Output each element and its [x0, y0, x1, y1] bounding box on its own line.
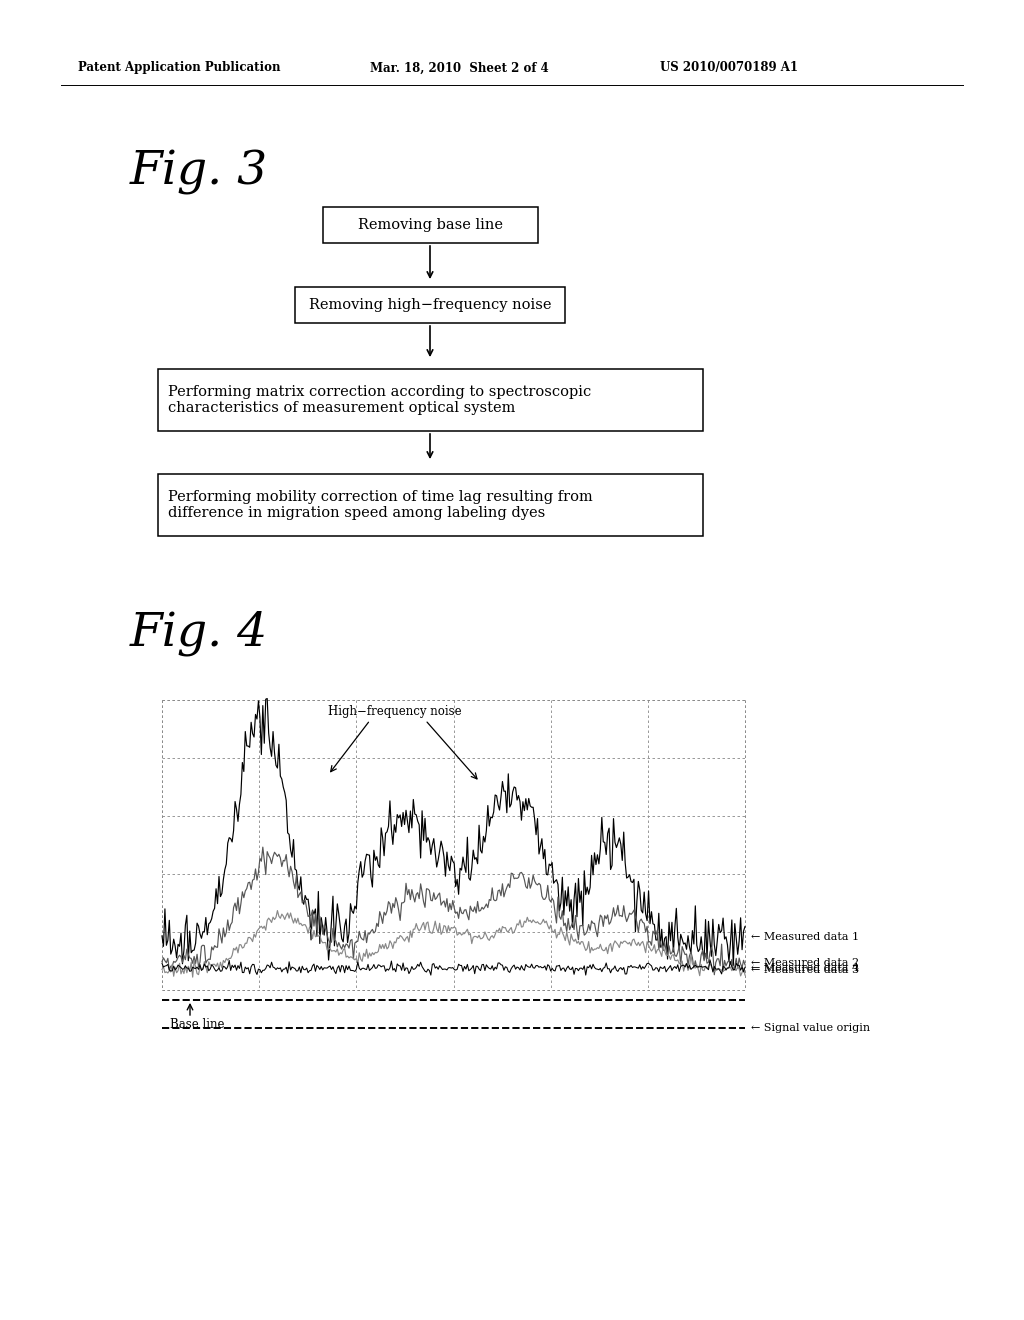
Text: Removing base line: Removing base line	[357, 218, 503, 232]
Text: US 2010/0070189 A1: US 2010/0070189 A1	[660, 62, 798, 74]
Text: Fig. 4: Fig. 4	[130, 610, 268, 656]
Text: ← Measured data 1: ← Measured data 1	[751, 932, 859, 942]
Text: Base line: Base line	[170, 1018, 224, 1031]
Text: Removing high−frequency noise: Removing high−frequency noise	[309, 298, 551, 312]
FancyBboxPatch shape	[323, 207, 538, 243]
Text: Fig. 3: Fig. 3	[130, 150, 268, 195]
Text: Patent Application Publication: Patent Application Publication	[78, 62, 281, 74]
Text: ← Measured data 2: ← Measured data 2	[751, 957, 859, 968]
FancyBboxPatch shape	[295, 286, 565, 323]
Text: Performing mobility correction of time lag resulting from
difference in migratio: Performing mobility correction of time l…	[168, 490, 592, 520]
Text: ← Measured data 4: ← Measured data 4	[751, 964, 859, 973]
Text: Mar. 18, 2010  Sheet 2 of 4: Mar. 18, 2010 Sheet 2 of 4	[370, 62, 549, 74]
FancyBboxPatch shape	[158, 370, 702, 432]
FancyBboxPatch shape	[158, 474, 702, 536]
Text: ← Measured data 3: ← Measured data 3	[751, 965, 859, 974]
Text: High−frequency noise: High−frequency noise	[329, 705, 462, 718]
Text: Performing matrix correction according to spectroscopic
characteristics of measu: Performing matrix correction according t…	[168, 385, 591, 414]
Text: ← Signal value origin: ← Signal value origin	[751, 1023, 870, 1034]
